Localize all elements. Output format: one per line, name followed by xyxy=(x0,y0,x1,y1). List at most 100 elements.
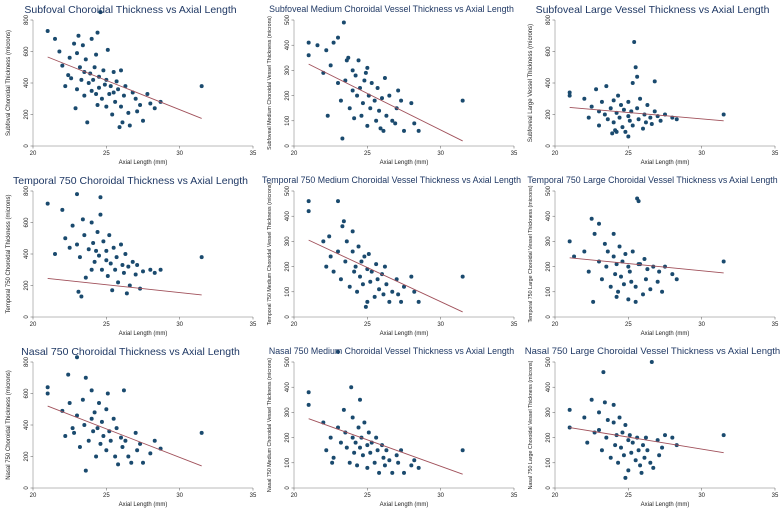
data-point xyxy=(626,114,631,119)
data-point xyxy=(721,433,726,438)
data-point xyxy=(352,116,357,121)
data-point xyxy=(141,269,145,274)
data-point xyxy=(67,245,72,250)
x-tick-label: 20 xyxy=(291,151,298,157)
data-point xyxy=(75,355,79,360)
data-point xyxy=(133,272,138,277)
chart-title: Nasal 750 Medium Choroidal Vessel Thickn… xyxy=(268,346,515,356)
data-point xyxy=(594,87,599,92)
y-tick-label: 200 xyxy=(24,109,30,120)
chart-svg: 20 25 30 35 0 200 400 600 800 Axial Length (mm) Su… xyxy=(6,10,257,166)
y-tick-label: 300 xyxy=(546,407,552,418)
scatter-panel-1: 20 25 30 35 0 200 400 600 800 Axial Length (mm) Su… xyxy=(0,0,261,171)
y-tick-label: 200 xyxy=(24,280,30,291)
data-point xyxy=(92,410,97,415)
x-tick-label: 30 xyxy=(437,151,444,157)
data-point xyxy=(321,239,326,244)
y-tick-label: 300 xyxy=(546,236,552,247)
data-point xyxy=(67,55,72,60)
data-point xyxy=(148,267,153,272)
data-point xyxy=(346,55,351,60)
data-point xyxy=(104,258,109,263)
data-point xyxy=(402,470,406,475)
chart-svg: 20 25 30 35 0 200 400 600 800 Axial Length (mm) Te… xyxy=(6,185,257,337)
data-point xyxy=(340,136,345,141)
data-point xyxy=(349,385,354,390)
data-point xyxy=(350,435,355,440)
data-point xyxy=(649,121,654,126)
data-point xyxy=(610,131,615,136)
fit-line xyxy=(47,56,202,119)
data-point xyxy=(99,267,104,272)
data-point xyxy=(341,219,346,224)
y-tick-label: 200 xyxy=(24,451,30,462)
data-point xyxy=(362,420,367,425)
data-point xyxy=(104,248,109,253)
x-tick-label: 20 xyxy=(30,151,37,157)
y-tick-label: 200 xyxy=(285,90,291,101)
data-point xyxy=(353,264,358,269)
data-point xyxy=(387,458,392,463)
scatter-panel-8: 20 25 30 35 0 100 200 300 400 500 Axial Length (mm… xyxy=(261,342,522,513)
x-axis-label: Axial Length (mm) xyxy=(380,331,429,337)
x-tick-label: 30 xyxy=(437,322,444,328)
data-point xyxy=(380,96,384,101)
data-point xyxy=(409,101,414,106)
data-point xyxy=(721,259,726,264)
data-point xyxy=(75,192,79,197)
data-point xyxy=(589,216,594,221)
data-point xyxy=(604,264,609,269)
data-point xyxy=(45,391,50,396)
data-point xyxy=(619,445,623,450)
data-point xyxy=(642,257,647,262)
data-point xyxy=(365,443,370,448)
y-tick-label: 100 xyxy=(546,286,552,297)
data-point xyxy=(635,74,640,79)
data-point xyxy=(99,96,104,101)
scatter-panel-7: 20 25 30 35 0 200 400 600 800 Axial Length (mm) Na… xyxy=(0,342,261,513)
data-point xyxy=(626,99,631,104)
data-point xyxy=(655,279,660,284)
data-point xyxy=(623,423,628,427)
data-point xyxy=(630,440,635,445)
y-tick-label: 200 xyxy=(285,261,291,272)
x-tick-label: 20 xyxy=(552,322,559,328)
data-point xyxy=(82,233,87,238)
data-point xyxy=(138,103,143,108)
data-point xyxy=(83,57,88,62)
data-point xyxy=(101,434,106,439)
data-point xyxy=(617,415,622,420)
data-point xyxy=(589,397,594,402)
data-point xyxy=(75,87,79,92)
x-tick-label: 20 xyxy=(552,151,559,157)
data-point xyxy=(107,233,112,238)
data-point xyxy=(114,255,119,260)
data-point xyxy=(105,391,110,396)
data-point xyxy=(629,279,634,284)
data-point xyxy=(365,65,370,70)
data-point xyxy=(611,402,616,407)
data-point xyxy=(117,125,122,130)
data-point xyxy=(350,68,355,73)
data-point xyxy=(114,426,119,431)
data-point xyxy=(120,445,125,450)
data-point xyxy=(328,63,333,68)
chart-svg: 20 25 30 35 0 100 200 300 400 500 Axial Length (mm… xyxy=(528,356,779,508)
y-tick-label: 600 xyxy=(546,46,552,57)
data-point xyxy=(416,465,421,470)
data-point xyxy=(69,76,74,81)
y-axis-label: Subfoveal Medium Choroidal Vessel Thickn… xyxy=(267,16,273,150)
data-point xyxy=(94,248,99,253)
data-point xyxy=(387,299,392,304)
data-point xyxy=(63,434,68,439)
x-axis-label: Axial Length (mm) xyxy=(641,502,690,508)
data-point xyxy=(101,239,106,244)
data-point xyxy=(126,110,131,115)
data-point xyxy=(384,282,389,287)
chart-svg: 20 25 30 35 0 100 200 300 400 500 Axial Length (mm… xyxy=(528,185,779,337)
x-tick-label: 35 xyxy=(772,493,779,499)
data-point xyxy=(97,85,101,90)
data-point xyxy=(582,415,587,420)
data-point xyxy=(621,453,626,458)
data-point xyxy=(365,123,370,128)
